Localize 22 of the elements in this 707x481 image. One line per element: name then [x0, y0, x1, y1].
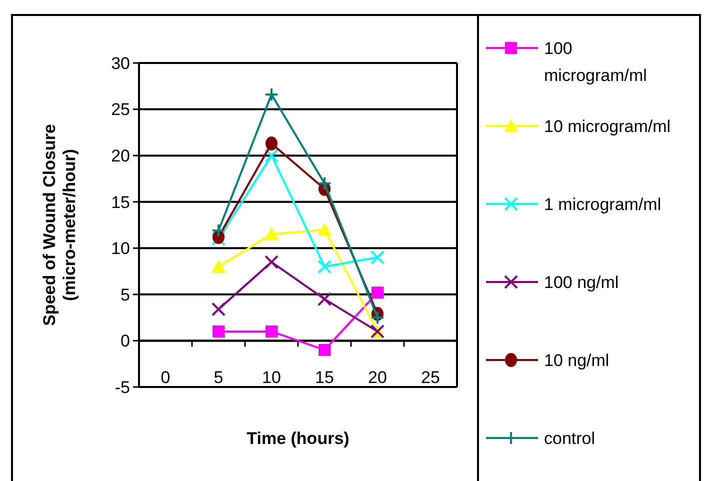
x-tick-label: 20 [368, 368, 387, 387]
y-tick-label: 15 [111, 192, 130, 212]
legend-label: 100 ng/ml [544, 272, 619, 292]
x-tick-label: 0 [160, 368, 170, 387]
y-tick-label: 20 [111, 146, 130, 166]
x-tick-label: 15 [315, 368, 334, 387]
y-tick-label: 10 [111, 239, 130, 258]
legend-label: 1 microgram/ml [544, 194, 662, 214]
legend-label: 10 microgram/ml [544, 116, 671, 136]
x-axis-title: Time (hours) [246, 429, 350, 448]
y-tick-label: 5 [120, 285, 130, 304]
y-tick-label: -5 [114, 378, 130, 397]
x-tick-label: 25 [421, 368, 440, 387]
y-tick-label: 30 [111, 54, 130, 73]
y-tick-label: 0 [120, 332, 130, 351]
legend-label: 10 ng/ml [544, 350, 610, 370]
y-axis-title: Speed of Wound Closure (micro-meter/hour) [40, 124, 79, 326]
legend-label: control [544, 428, 596, 448]
legend-label: 100 microgram/ml [544, 38, 647, 85]
x-tick-label: 10 [262, 368, 281, 387]
x-tick-label: 5 [214, 368, 224, 387]
y-tick-label: 25 [111, 100, 130, 120]
